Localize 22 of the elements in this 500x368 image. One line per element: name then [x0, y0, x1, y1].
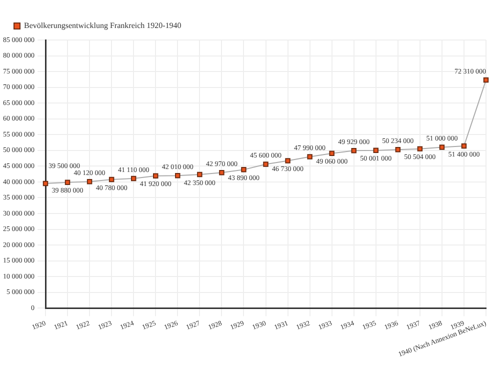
- point: [483, 77, 489, 83]
- legend-label: Bevölkerungsentwicklung Frankreich 1920-1940: [24, 21, 182, 30]
- point: [329, 150, 334, 156]
- point: [153, 173, 158, 179]
- point: [219, 170, 224, 176]
- point: [263, 162, 268, 167]
- point: [307, 154, 312, 160]
- point: [42, 180, 48, 186]
- point: [64, 180, 70, 185]
- point: [417, 146, 423, 152]
- point: [130, 176, 136, 182]
- point: [351, 148, 356, 154]
- point: [461, 143, 467, 149]
- point: [86, 178, 92, 184]
- point: [285, 158, 290, 164]
- point: [241, 167, 246, 172]
- point: [108, 176, 114, 182]
- point: [439, 144, 445, 150]
- point: [175, 172, 180, 178]
- point: [395, 147, 401, 152]
- point: [373, 148, 378, 154]
- point: [197, 172, 202, 178]
